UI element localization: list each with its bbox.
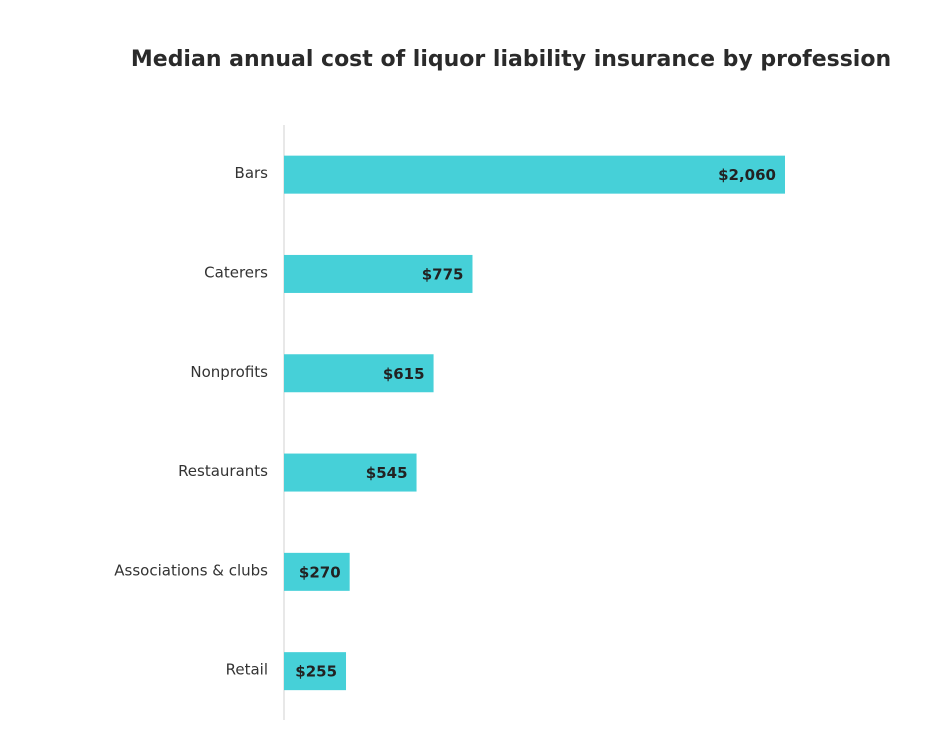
y-tick-label: Retail [226, 661, 268, 679]
value-label: $270 [299, 563, 341, 581]
bar [284, 652, 347, 691]
y-tick-label: Restaurants [178, 462, 268, 480]
bar [284, 354, 434, 393]
y-tick-label: Associations & clubs [114, 561, 268, 579]
value-label: $255 [295, 663, 337, 681]
value-label: $615 [383, 365, 425, 383]
y-tick-label: Nonprofits [190, 363, 268, 381]
value-label: $2,060 [718, 166, 776, 184]
chart-title: Median annual cost of liquor liability i… [131, 47, 891, 72]
bar [284, 552, 350, 591]
bar [284, 254, 473, 293]
bar [284, 453, 417, 492]
bar [284, 155, 785, 194]
y-tick-label: Caterers [204, 263, 268, 281]
value-label: $545 [366, 464, 408, 482]
value-label: $775 [422, 265, 464, 283]
y-tick-label: Bars [235, 164, 269, 182]
